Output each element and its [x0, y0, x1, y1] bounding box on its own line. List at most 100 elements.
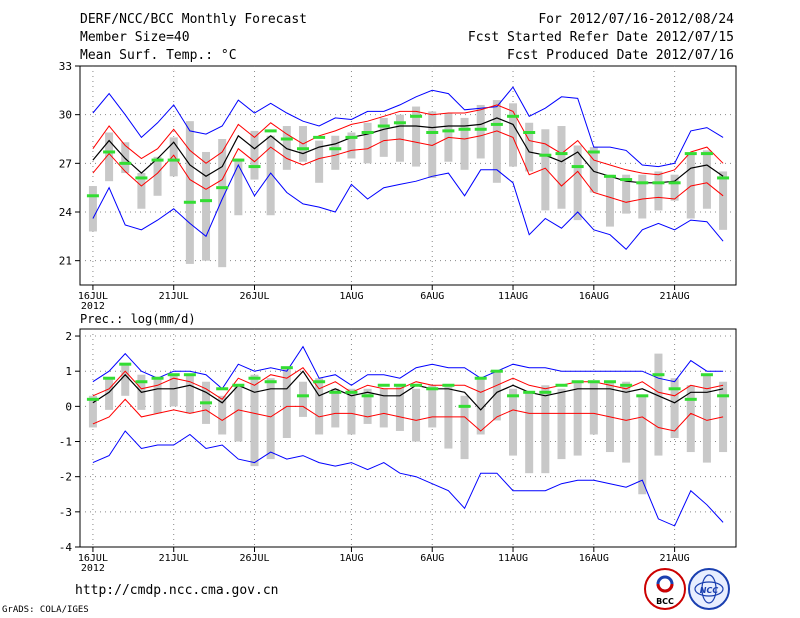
prec-ensemble-bar	[331, 388, 340, 428]
prec-year-label: 2012	[81, 563, 105, 574]
prec-ytick-label: 0	[65, 400, 72, 413]
temp-ensemble-bar	[266, 135, 275, 216]
prec-panel-title: Prec.: log(mm/d)	[80, 312, 196, 326]
prec-ensemble-bar	[363, 388, 372, 424]
bcc-logo: BCC	[644, 568, 686, 610]
temp-ensemble-bar	[218, 139, 227, 268]
temp-ensemble-bar	[605, 174, 614, 227]
temp-ensemble-bar	[395, 114, 404, 162]
temp-mean-line	[92, 117, 724, 184]
prec-ensemble-bar	[686, 385, 695, 453]
temp-xtick-label: 16JUL	[78, 291, 108, 302]
temp-xtick-label: 11AUG	[498, 291, 528, 302]
prec-ytick-label: 1	[65, 365, 72, 378]
prec-ensemble-bar	[525, 392, 534, 474]
temp-ensemble-bar	[185, 121, 194, 264]
prec-ensemble-bar	[541, 385, 550, 474]
prec-ensemble-bar	[266, 378, 275, 460]
temp-ensemble-bar	[557, 126, 566, 209]
prec-ensemble-bar	[250, 374, 259, 467]
temp-ensemble-bar	[331, 135, 340, 170]
prec-ensemble-bar	[509, 388, 518, 456]
temp-ensemble-bar	[363, 122, 372, 164]
ncc-logo-icon	[694, 574, 724, 604]
prec-xtick-label: 1AUG	[339, 553, 363, 564]
temp-ensemble-bar	[105, 132, 114, 182]
chart-title: DERF/NCC/BCC Monthly Forecast	[80, 12, 307, 27]
temp-ensemble-bar	[541, 129, 550, 211]
variable-label: Mean Surf. Temp.: °C	[80, 48, 237, 63]
temp-ensemble-bar	[638, 174, 647, 219]
prec-ensemble-bar	[298, 381, 307, 417]
prec-ensemble-bar	[460, 395, 469, 460]
prec-ytick-label: -4	[59, 541, 73, 554]
bcc-logo-text: BCC	[656, 597, 674, 606]
temp-max-line	[92, 86, 724, 168]
prec-max-line	[92, 345, 724, 390]
bcc-logo-icon	[656, 575, 674, 593]
prec-ensemble-bar	[638, 395, 647, 495]
temp-xtick-label: 21JUL	[159, 291, 189, 302]
prec-min-line	[92, 430, 724, 527]
prec-ensemble-bar	[185, 374, 194, 414]
temp-ytick-label: 21	[59, 255, 72, 268]
prec-ensemble-bar	[702, 374, 711, 463]
temp-ensemble-bar	[412, 106, 421, 167]
grads-credit: GrADS: COLA/IGES	[2, 605, 89, 615]
prec-ensemble-bar	[282, 367, 291, 438]
temp-ensemble-bar	[153, 156, 162, 196]
temp-ensemble-bar	[670, 174, 679, 201]
temp-ensemble-bar	[702, 150, 711, 209]
temp-ensemble-bar	[460, 117, 469, 170]
temp-plot-frame	[79, 65, 737, 286]
prec-xtick-label: 11AUG	[498, 553, 528, 564]
temp-ensemble-bar	[476, 104, 485, 159]
prec-xtick-label: 16AUG	[579, 553, 609, 564]
prec-xtick-label: 21AUG	[660, 553, 690, 564]
ncc-logo-text: NCC	[699, 586, 719, 595]
temp-ytick-label: 27	[59, 157, 72, 170]
temp-ensemble-bar	[137, 173, 146, 209]
prec-ensemble-bar	[218, 395, 227, 435]
temp-ytick-label: 30	[59, 109, 72, 122]
prec-ensemble-bar	[379, 388, 388, 428]
temp-xtick-label: 21AUG	[660, 291, 690, 302]
member-size: Member Size=40	[80, 30, 190, 45]
temp-ensemble-bar	[234, 158, 243, 216]
prec-ensemble-bar	[347, 388, 356, 435]
prec-ensemble-bar	[315, 378, 324, 435]
temp-ensemble-bar	[379, 117, 388, 157]
prec-ensemble-bar	[557, 388, 566, 460]
temp-ensemble-bar	[654, 171, 663, 211]
prec-spread-lower-line	[92, 398, 724, 432]
prec-plot-frame	[79, 328, 737, 548]
prec-ensemble-bar	[105, 378, 114, 410]
prec-ensemble-bar	[88, 395, 97, 428]
prec-ensemble-bar	[492, 371, 501, 421]
prec-spread-upper-line	[92, 367, 724, 400]
prec-mean-line	[92, 370, 724, 411]
prec-ensemble-bar	[412, 388, 421, 442]
temp-spread-upper-line	[92, 104, 724, 176]
ncc-logo: NCC	[688, 568, 730, 610]
temp-ensemble-bar	[622, 174, 631, 214]
prec-ensemble-bar	[622, 381, 631, 463]
prec-ensemble-bar	[169, 374, 178, 407]
temp-ensemble-bar	[589, 147, 598, 193]
prec-ensemble-bar	[153, 378, 162, 414]
temp-ensemble-bar	[525, 122, 534, 172]
temp-ensemble-bar	[428, 111, 437, 178]
prec-ensemble-bar	[121, 364, 130, 396]
temp-ensemble-bar	[202, 151, 211, 261]
temp-ensemble-bar	[492, 100, 501, 183]
prec-xtick-label: 16JUL	[78, 553, 108, 564]
forecast-produced-date: Fcst Produced Date 2012/07/16	[507, 48, 734, 63]
prec-xtick-label: 6AUG	[420, 553, 444, 564]
source-url[interactable]: http://cmdp.ncc.cma.gov.cn	[75, 583, 279, 598]
temp-ytick-label: 24	[59, 206, 73, 219]
temp-ensemble-bar	[282, 126, 291, 170]
prec-ensemble-bar	[670, 378, 679, 438]
forecast-period: For 2012/07/16-2012/08/24	[538, 12, 734, 27]
prec-ensemble-bar	[234, 385, 243, 442]
